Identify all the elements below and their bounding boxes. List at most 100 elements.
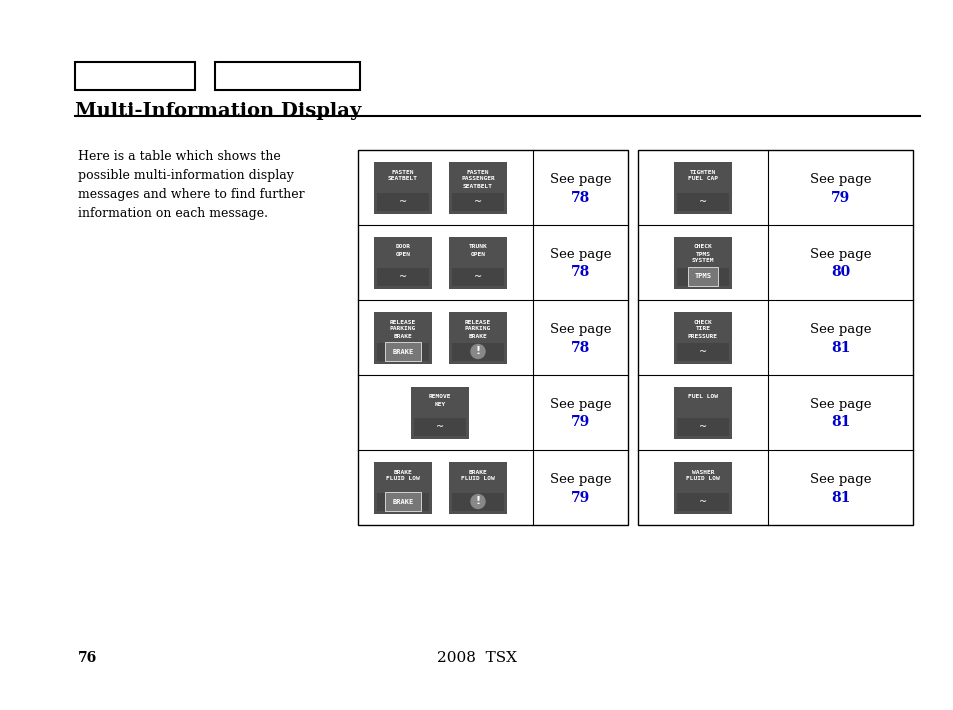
- Text: 78: 78: [570, 266, 590, 280]
- Bar: [677, 192, 728, 210]
- Text: CHECK: CHECK: [693, 320, 712, 324]
- Text: ~: ~: [699, 197, 706, 207]
- Bar: [414, 417, 465, 435]
- Text: FUEL LOW: FUEL LOW: [687, 395, 718, 400]
- Bar: [75, 62, 194, 90]
- Bar: [214, 62, 359, 90]
- Text: See page: See page: [809, 248, 870, 261]
- Bar: [673, 462, 731, 513]
- Bar: [374, 236, 432, 288]
- Text: TIGHTEN: TIGHTEN: [689, 170, 716, 175]
- Text: ~: ~: [699, 422, 706, 432]
- Text: 79: 79: [570, 415, 590, 430]
- Bar: [638, 150, 912, 525]
- Bar: [677, 493, 728, 510]
- Text: FUEL CAP: FUEL CAP: [687, 177, 718, 182]
- Text: See page: See page: [549, 323, 611, 336]
- Text: ~: ~: [474, 197, 481, 207]
- Text: !: !: [475, 346, 480, 356]
- Bar: [452, 268, 503, 285]
- Text: BRAKE: BRAKE: [394, 469, 412, 474]
- Text: PASSENGER: PASSENGER: [460, 177, 495, 182]
- Text: PARKING: PARKING: [464, 327, 491, 332]
- Text: BRAKE: BRAKE: [392, 349, 414, 354]
- Bar: [449, 161, 506, 214]
- Text: 80: 80: [830, 266, 849, 280]
- Text: FASTEN: FASTEN: [466, 170, 489, 175]
- Text: DOOR: DOOR: [395, 244, 410, 249]
- Bar: [449, 462, 506, 513]
- Bar: [677, 417, 728, 435]
- Text: 81: 81: [830, 415, 849, 430]
- Text: SEATBELT: SEATBELT: [388, 177, 417, 182]
- Text: See page: See page: [809, 173, 870, 186]
- Bar: [449, 312, 506, 364]
- Text: ~: ~: [699, 496, 706, 506]
- Text: TRUNK: TRUNK: [468, 244, 487, 249]
- Text: See page: See page: [809, 398, 870, 411]
- Text: ~: ~: [398, 271, 407, 281]
- Text: OPEN: OPEN: [470, 251, 485, 256]
- Bar: [357, 150, 627, 525]
- Text: ~: ~: [699, 346, 706, 356]
- Text: FASTEN: FASTEN: [392, 170, 414, 175]
- Bar: [374, 462, 432, 513]
- Text: FLUID LOW: FLUID LOW: [386, 476, 419, 481]
- Circle shape: [471, 344, 484, 359]
- Text: FLUID LOW: FLUID LOW: [460, 476, 495, 481]
- Bar: [376, 342, 429, 361]
- Text: BRAKE: BRAKE: [468, 469, 487, 474]
- Bar: [374, 312, 432, 364]
- Text: SYSTEM: SYSTEM: [691, 258, 714, 263]
- Text: KEY: KEY: [434, 401, 445, 407]
- Text: ~: ~: [436, 422, 443, 432]
- Bar: [376, 268, 429, 285]
- Text: REMOVE: REMOVE: [428, 395, 451, 400]
- Bar: [673, 236, 731, 288]
- Bar: [677, 268, 728, 285]
- Bar: [449, 236, 506, 288]
- Text: BRAKE: BRAKE: [394, 334, 412, 339]
- Bar: [673, 312, 731, 364]
- Text: 79: 79: [570, 491, 590, 505]
- Text: BRAKE: BRAKE: [468, 334, 487, 339]
- Text: OPEN: OPEN: [395, 251, 410, 256]
- Text: See page: See page: [549, 173, 611, 186]
- Text: SEATBELT: SEATBELT: [462, 183, 493, 188]
- Text: RELEASE: RELEASE: [464, 320, 491, 324]
- Text: 79: 79: [830, 190, 849, 204]
- Text: BRAKE: BRAKE: [392, 498, 414, 505]
- Text: Multi-Information Display: Multi-Information Display: [75, 102, 361, 120]
- Text: PRESSURE: PRESSURE: [687, 334, 718, 339]
- Text: 76: 76: [78, 651, 97, 665]
- Text: RELEASE: RELEASE: [390, 320, 416, 324]
- Text: See page: See page: [809, 323, 870, 336]
- Circle shape: [471, 494, 484, 508]
- Bar: [376, 493, 429, 510]
- Text: !: !: [475, 496, 480, 506]
- Bar: [673, 386, 731, 439]
- Bar: [677, 342, 728, 361]
- Text: Here is a table which shows the
possible multi-information display
messages and : Here is a table which shows the possible…: [78, 150, 304, 220]
- Text: ~: ~: [474, 271, 481, 281]
- Bar: [673, 161, 731, 214]
- Text: 78: 78: [570, 341, 590, 354]
- Bar: [376, 192, 429, 210]
- Text: 78: 78: [570, 190, 590, 204]
- Text: 81: 81: [830, 491, 849, 505]
- Text: WASHER: WASHER: [691, 469, 714, 474]
- Text: ~: ~: [398, 197, 407, 207]
- Text: TPMS: TPMS: [695, 251, 710, 256]
- Text: See page: See page: [809, 473, 870, 486]
- Text: See page: See page: [549, 398, 611, 411]
- Bar: [452, 192, 503, 210]
- Bar: [452, 342, 503, 361]
- Text: See page: See page: [549, 473, 611, 486]
- Text: 81: 81: [830, 341, 849, 354]
- Text: See page: See page: [549, 248, 611, 261]
- Bar: [452, 493, 503, 510]
- Text: PARKING: PARKING: [390, 327, 416, 332]
- Bar: [411, 386, 469, 439]
- Text: TPMS: TPMS: [694, 273, 711, 280]
- Text: TIRE: TIRE: [695, 327, 710, 332]
